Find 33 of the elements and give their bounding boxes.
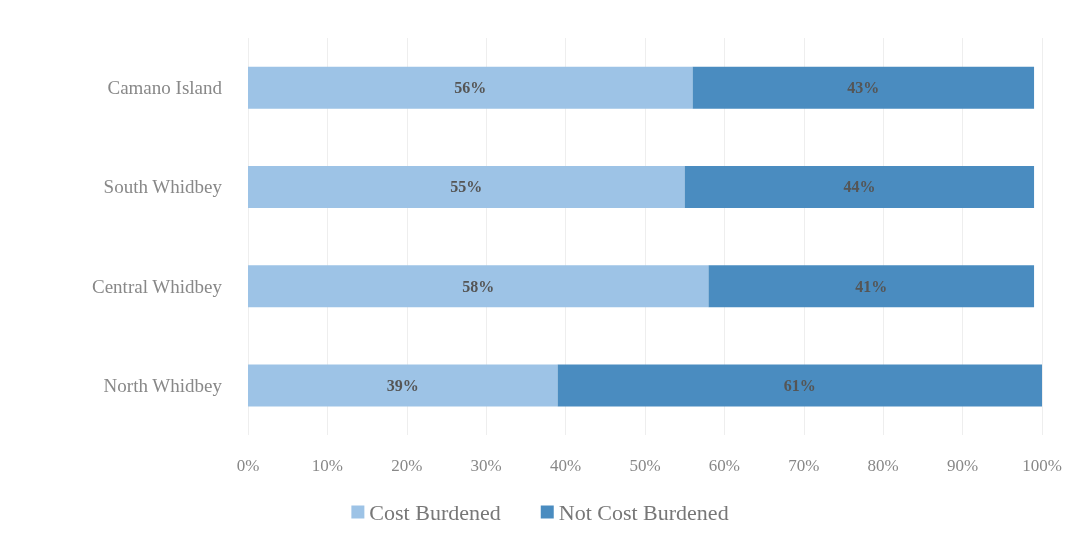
- text: 58%: [462, 277, 495, 295]
- x-tick-label: 20%: [391, 456, 423, 475]
- text: 55%: [450, 178, 483, 196]
- text: 41%: [855, 277, 888, 295]
- text: 44%: [843, 178, 876, 196]
- x-tick-label: 10%: [311, 456, 343, 475]
- bar: [684, 165, 1035, 208]
- x-tick-label: 40%: [550, 456, 582, 475]
- x-tick-label: 60%: [708, 456, 740, 475]
- x-tick-label: 80%: [867, 456, 899, 475]
- bar: [692, 66, 1035, 109]
- text: 43%: [847, 79, 880, 97]
- bar: [248, 66, 693, 109]
- text: 61%: [783, 376, 816, 394]
- x-tick-label: 50%: [629, 456, 661, 475]
- bar: [248, 165, 685, 208]
- legend-label: Not Cost Burdened: [558, 499, 729, 525]
- x-tick-label: 30%: [470, 456, 502, 475]
- y-tick-label: Camano Island: [107, 77, 223, 99]
- x-tick-label: 100%: [1022, 456, 1062, 475]
- text: 39%: [386, 376, 419, 394]
- text: 56%: [454, 79, 487, 97]
- x-tick-label: 0%: [236, 456, 260, 475]
- x-tick-label: 90%: [947, 456, 979, 475]
- y-tick-label: North Whidbey: [103, 374, 223, 396]
- bar: [248, 265, 709, 308]
- bar: [248, 364, 558, 407]
- x-tick-label: 70%: [788, 456, 820, 475]
- y-tick-label: South Whidbey: [103, 176, 223, 198]
- y-tick-label: Central Whidbey: [92, 275, 223, 297]
- bar: [557, 364, 1042, 407]
- legend-label: Cost Burdened: [369, 499, 501, 525]
- bar: [708, 265, 1035, 308]
